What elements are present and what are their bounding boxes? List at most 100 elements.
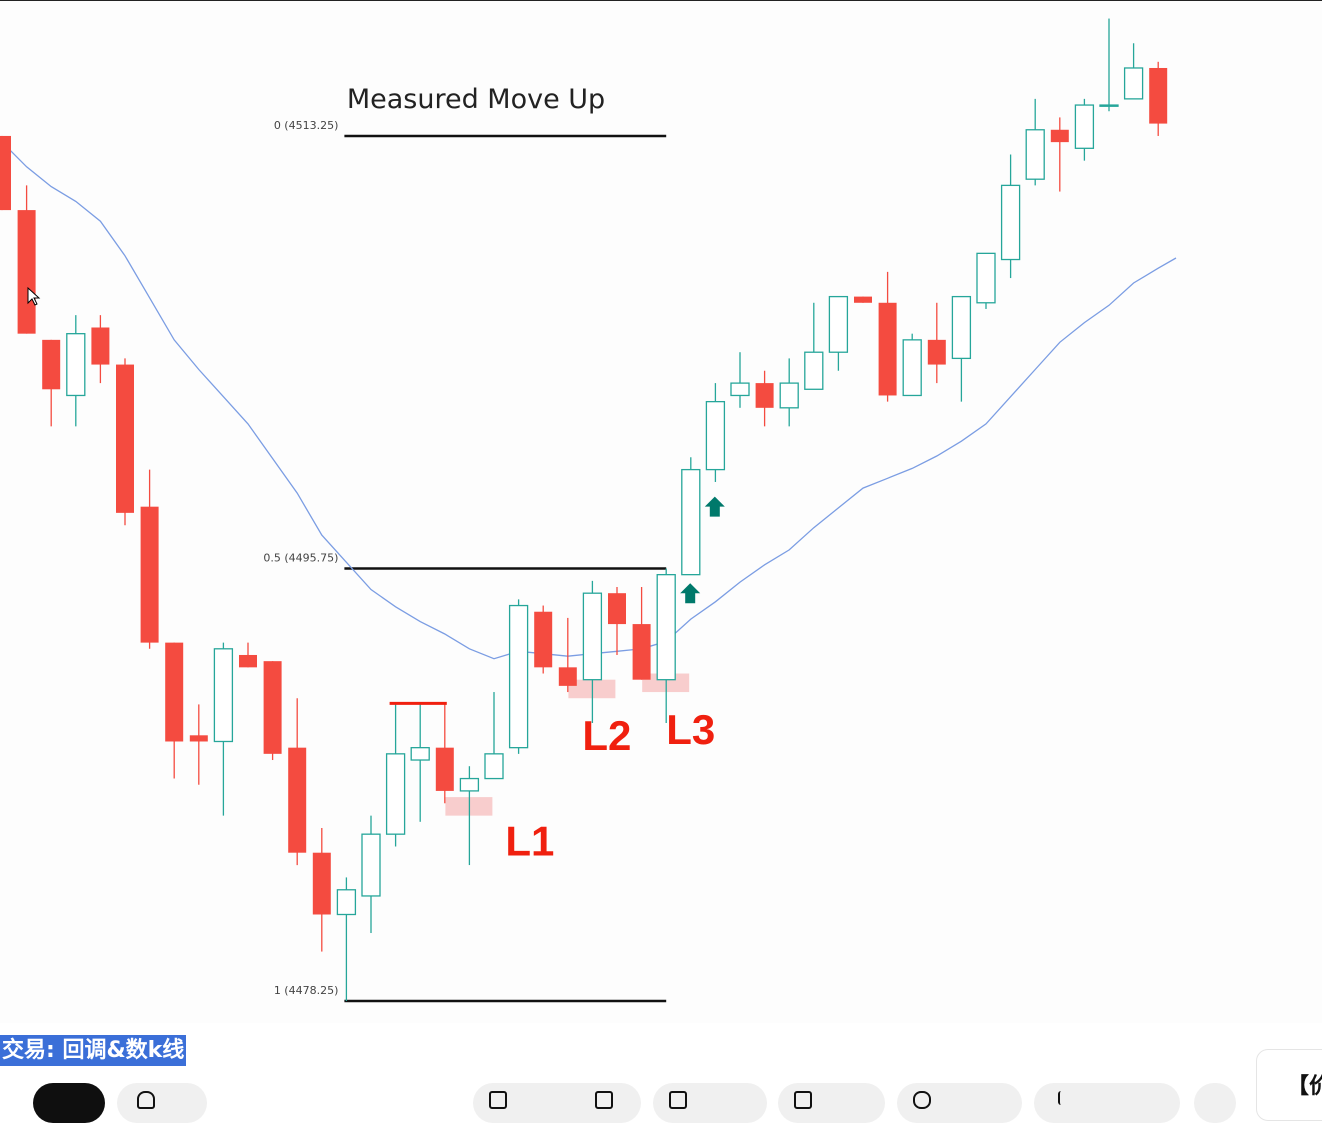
- candle: [1149, 61, 1168, 136]
- candle: [828, 295, 849, 371]
- candle-body: [17, 210, 36, 334]
- candle-body: [484, 753, 504, 780]
- thumbs-down-icon: [595, 1091, 613, 1109]
- candle: [484, 692, 504, 780]
- candle-body: [902, 339, 922, 397]
- candle: [1025, 98, 1045, 186]
- share-button[interactable]: [653, 1083, 767, 1123]
- candle-body: [705, 400, 726, 471]
- candle-body: [0, 135, 11, 211]
- bell-icon: [137, 1091, 155, 1109]
- candle: [854, 296, 872, 303]
- candle: [656, 568, 676, 723]
- candle: [410, 704, 430, 822]
- channel-avatar-button[interactable]: [33, 1083, 105, 1123]
- candle-body: [459, 777, 480, 792]
- candle: [0, 135, 11, 211]
- fib-level-label: 0.5 (4495.75): [263, 551, 338, 564]
- candle-body: [263, 661, 282, 754]
- candles: [0, 18, 1168, 1001]
- candle-body: [239, 654, 257, 668]
- video-player-chart[interactable]: 0 (4513.25) 0.5 (4495.75) 1 (4478.25) L1 L2…: [0, 0, 1322, 1023]
- candle: [558, 617, 577, 693]
- candle-body: [878, 302, 897, 396]
- annotations: L1 L2 L3: [389, 496, 725, 865]
- candle: [1050, 117, 1069, 192]
- recommended-video-card[interactable]: 【价: [1256, 1049, 1322, 1121]
- candle-body: [1000, 184, 1021, 261]
- candle-body: [755, 383, 774, 408]
- candle-body: [804, 351, 824, 390]
- candle: [902, 333, 922, 397]
- like-dislike-button[interactable]: [473, 1083, 641, 1123]
- candle-body: [385, 753, 406, 835]
- moving-average-line: [1, 141, 1177, 660]
- candle: [17, 185, 36, 334]
- candle: [582, 580, 603, 723]
- candle: [534, 605, 553, 674]
- save-button[interactable]: [778, 1083, 885, 1123]
- candle: [608, 587, 626, 655]
- candle: [755, 370, 774, 427]
- thanks-button[interactable]: [897, 1083, 1022, 1123]
- candle: [336, 877, 357, 1001]
- leg-label: L2: [582, 712, 631, 759]
- candle-body: [508, 604, 529, 749]
- candle: [1000, 154, 1021, 279]
- save-icon: [794, 1091, 812, 1109]
- candle: [239, 642, 257, 668]
- candle-body: [410, 747, 430, 761]
- download-button[interactable]: [1034, 1083, 1180, 1123]
- candle: [91, 315, 110, 384]
- more-actions-button[interactable]: [1194, 1083, 1236, 1123]
- candle: [385, 704, 406, 847]
- candle: [632, 587, 651, 680]
- candle: [878, 271, 897, 402]
- candle: [165, 642, 184, 779]
- candle: [705, 383, 726, 482]
- fib-level-label: 0 (4513.25): [274, 119, 339, 132]
- candle-body: [1074, 104, 1095, 149]
- candle: [312, 827, 331, 952]
- candle-body: [189, 735, 208, 742]
- candle: [1123, 43, 1144, 100]
- candle-body: [91, 327, 110, 365]
- candle-body: [336, 889, 357, 916]
- candle: [804, 302, 824, 390]
- candle-body: [681, 468, 701, 576]
- candle: [779, 358, 799, 427]
- candle: [508, 599, 529, 754]
- candle-body: [558, 667, 577, 686]
- candle: [1074, 98, 1095, 161]
- candle: [140, 469, 159, 649]
- candle-body: [608, 593, 626, 625]
- candle-body: [66, 333, 86, 397]
- download-icon: [1058, 1091, 1074, 1105]
- share-icon: [669, 1091, 687, 1109]
- candle-body: [361, 833, 381, 897]
- video-title[interactable]: 交易: 回调&数k线: [0, 1035, 187, 1066]
- candle-body: [165, 642, 184, 742]
- candle: [263, 661, 282, 761]
- subscribe-button[interactable]: [117, 1083, 207, 1123]
- candle: [213, 642, 234, 816]
- thanks-icon: [913, 1091, 931, 1109]
- candle-body: [828, 295, 849, 353]
- chart-title: Measured Move Up: [347, 84, 605, 115]
- candle-body: [116, 364, 134, 513]
- mouse-cursor-icon: [27, 286, 41, 306]
- candle: [361, 815, 381, 934]
- candle-body: [730, 382, 750, 397]
- candle-body: [534, 611, 553, 668]
- candle-body: [42, 339, 61, 390]
- candle: [730, 352, 750, 408]
- candle: [66, 315, 86, 427]
- candle-body: [656, 574, 676, 681]
- candle: [976, 252, 996, 309]
- leg-label: L1: [505, 818, 554, 865]
- up-arrow-icon: [680, 583, 701, 604]
- candle-body: [1149, 67, 1168, 124]
- candle: [189, 704, 208, 785]
- leg-label: L3: [666, 706, 715, 753]
- candle-body: [951, 295, 972, 360]
